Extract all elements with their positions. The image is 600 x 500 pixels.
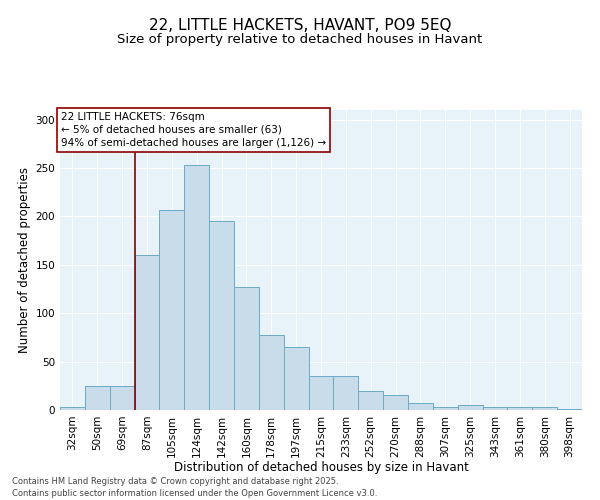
Bar [284, 347, 308, 410]
Text: 22 LITTLE HACKETS: 76sqm
← 5% of detached houses are smaller (63)
94% of semi-de: 22 LITTLE HACKETS: 76sqm ← 5% of detache… [61, 112, 326, 148]
Bar [383, 394, 408, 410]
Bar [209, 222, 234, 410]
Bar [532, 407, 557, 410]
Bar [458, 405, 482, 410]
Bar [184, 165, 209, 410]
Bar [259, 336, 284, 410]
Bar [160, 210, 184, 410]
Bar [334, 376, 358, 410]
Bar [358, 390, 383, 410]
Bar [508, 407, 532, 410]
Text: Size of property relative to detached houses in Havant: Size of property relative to detached ho… [118, 32, 482, 46]
Bar [482, 407, 508, 410]
Bar [110, 386, 134, 410]
Bar [433, 407, 458, 410]
Text: Contains HM Land Registry data © Crown copyright and database right 2025.
Contai: Contains HM Land Registry data © Crown c… [12, 476, 377, 498]
Bar [134, 255, 160, 410]
Bar [557, 409, 582, 410]
Bar [308, 376, 334, 410]
Y-axis label: Number of detached properties: Number of detached properties [18, 167, 31, 353]
X-axis label: Distribution of detached houses by size in Havant: Distribution of detached houses by size … [173, 461, 469, 474]
Bar [60, 407, 85, 410]
Bar [408, 403, 433, 410]
Text: 22, LITTLE HACKETS, HAVANT, PO9 5EQ: 22, LITTLE HACKETS, HAVANT, PO9 5EQ [149, 18, 451, 32]
Bar [85, 386, 110, 410]
Bar [234, 287, 259, 410]
